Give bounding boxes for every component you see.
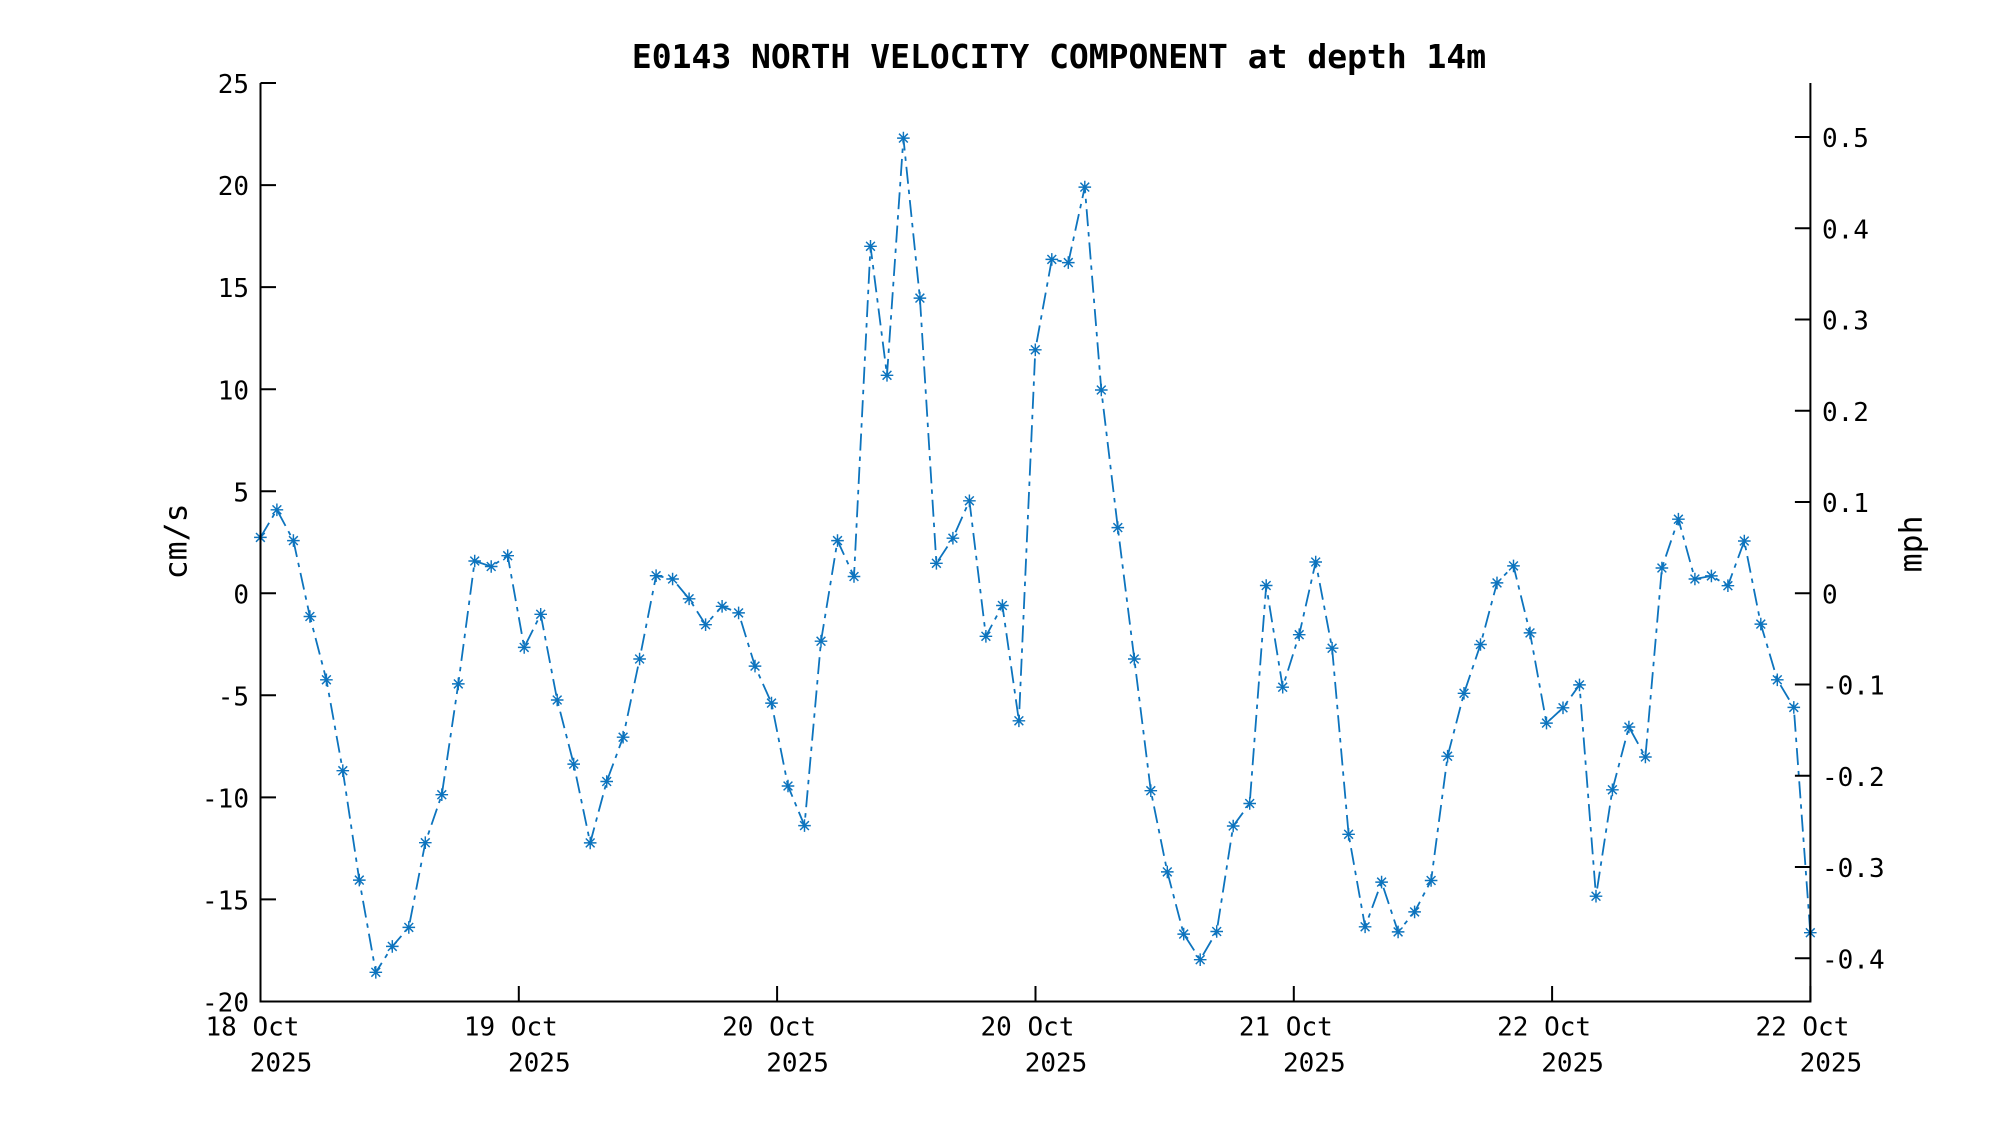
svg-text:21 Oct: 21 Oct <box>1239 1012 1333 1042</box>
svg-text:-5: -5 <box>218 682 249 712</box>
svg-text:22 Oct: 22 Oct <box>1497 1012 1591 1042</box>
svg-text:2025: 2025 <box>1025 1048 1088 1078</box>
svg-text:2025: 2025 <box>1541 1048 1604 1078</box>
svg-text:-0.2: -0.2 <box>1822 763 1885 793</box>
svg-text:0.2: 0.2 <box>1822 398 1869 428</box>
svg-text:18 Oct: 18 Oct <box>206 1012 300 1042</box>
svg-text:0.4: 0.4 <box>1822 215 1869 245</box>
svg-text:0: 0 <box>1822 580 1838 610</box>
svg-text:0: 0 <box>233 580 249 610</box>
svg-text:0.5: 0.5 <box>1822 124 1869 154</box>
svg-text:2025: 2025 <box>508 1048 571 1078</box>
svg-text:0.3: 0.3 <box>1822 307 1869 337</box>
svg-text:20 Oct: 20 Oct <box>981 1012 1075 1042</box>
svg-text:25: 25 <box>218 70 249 100</box>
svg-text:-10: -10 <box>202 785 249 815</box>
svg-text:0.1: 0.1 <box>1822 489 1869 519</box>
svg-text:5: 5 <box>233 478 249 508</box>
svg-text:-15: -15 <box>202 887 249 917</box>
svg-text:cm/s: cm/s <box>159 503 195 579</box>
svg-text:-20: -20 <box>202 989 249 1019</box>
svg-text:2025: 2025 <box>250 1048 313 1078</box>
svg-text:15: 15 <box>218 274 249 304</box>
svg-text:mph: mph <box>1894 515 1930 572</box>
svg-text:-0.3: -0.3 <box>1822 854 1885 884</box>
svg-text:20 Oct: 20 Oct <box>722 1012 816 1042</box>
svg-text:2025: 2025 <box>1800 1048 1863 1078</box>
svg-text:2025: 2025 <box>766 1048 829 1078</box>
svg-text:-0.1: -0.1 <box>1822 672 1885 702</box>
svg-text:2025: 2025 <box>1283 1048 1346 1078</box>
svg-text:19 Oct: 19 Oct <box>464 1012 558 1042</box>
svg-text:-0.4: -0.4 <box>1822 945 1885 975</box>
svg-text:E0143 NORTH VELOCITY COMPONENT: E0143 NORTH VELOCITY COMPONENT at depth … <box>632 37 1486 76</box>
svg-text:10: 10 <box>218 376 249 406</box>
svg-text:20: 20 <box>218 172 249 202</box>
svg-text:22 Oct: 22 Oct <box>1755 1012 1849 1042</box>
